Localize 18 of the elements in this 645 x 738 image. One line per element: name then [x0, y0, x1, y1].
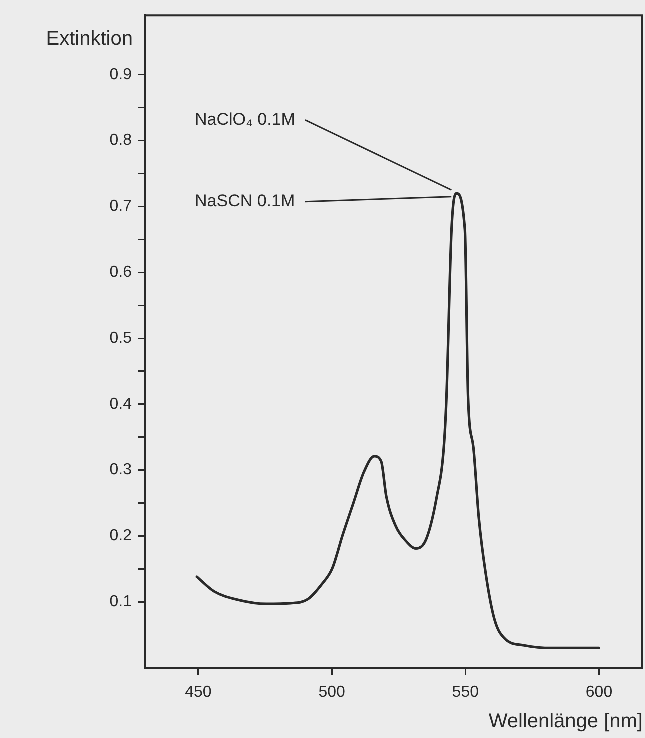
y-tick-label: 0.8 [110, 132, 132, 150]
y-tick-label: 0.7 [110, 198, 132, 216]
y-tick-label: 0.9 [110, 66, 132, 84]
y-axis-title: Extinktion [46, 28, 133, 50]
x-tick-label: 550 [452, 684, 480, 702]
y-tick-label: 0.2 [110, 528, 132, 545]
x-tick-label: 600 [586, 684, 613, 702]
y-tick-label: 0.6 [110, 264, 132, 282]
y-tick-label: 0.1 [110, 594, 132, 611]
x-tick-label: 500 [318, 684, 346, 702]
line-series [196, 192, 601, 650]
y-tick-label: 0.5 [110, 330, 132, 347]
annotation: NaSCN 0.1M [195, 192, 296, 211]
y-tick-label: 0.4 [110, 396, 132, 413]
annotation: NaClO₄ 0.1M [195, 110, 296, 129]
y-tick-label: 0.3 [110, 462, 132, 479]
x-axis-title: Wellenlänge [nm] [488, 710, 643, 733]
x-tick-label: 450 [185, 684, 212, 702]
